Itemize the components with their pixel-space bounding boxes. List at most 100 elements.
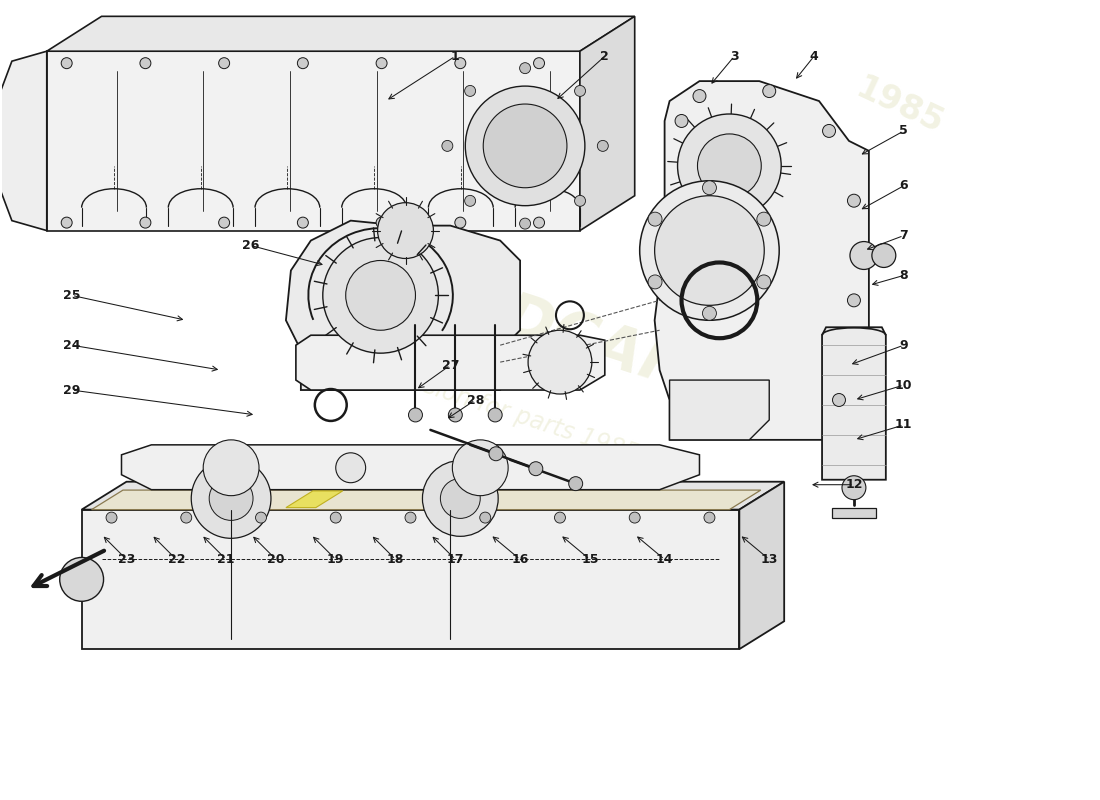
Circle shape	[440, 478, 481, 518]
Text: 12: 12	[845, 478, 862, 491]
Polygon shape	[832, 508, 876, 518]
Circle shape	[140, 217, 151, 228]
Polygon shape	[580, 16, 635, 230]
Text: 11: 11	[895, 418, 913, 431]
Circle shape	[847, 194, 860, 207]
Circle shape	[219, 58, 230, 69]
Circle shape	[405, 512, 416, 523]
Circle shape	[629, 512, 640, 523]
Text: 16: 16	[512, 553, 529, 566]
Circle shape	[376, 217, 387, 228]
Circle shape	[297, 58, 308, 69]
Circle shape	[452, 440, 508, 496]
Text: 10: 10	[895, 378, 913, 391]
Text: 23: 23	[118, 553, 135, 566]
Circle shape	[833, 394, 846, 406]
Text: 14: 14	[656, 553, 673, 566]
Text: 27: 27	[441, 358, 459, 372]
Circle shape	[757, 212, 771, 226]
Circle shape	[762, 85, 776, 98]
Text: 15: 15	[581, 553, 598, 566]
Circle shape	[850, 242, 878, 270]
Circle shape	[654, 196, 764, 306]
Circle shape	[872, 243, 895, 267]
Text: 2-USEDCARS: 2-USEDCARS	[304, 225, 737, 416]
Text: 20: 20	[267, 553, 285, 566]
Circle shape	[697, 134, 761, 198]
Text: 9: 9	[900, 338, 909, 352]
Circle shape	[62, 217, 73, 228]
Circle shape	[554, 512, 565, 523]
Circle shape	[59, 558, 103, 602]
Circle shape	[703, 306, 716, 320]
Circle shape	[704, 512, 715, 523]
Polygon shape	[81, 510, 739, 649]
Circle shape	[180, 512, 191, 523]
Text: 13: 13	[760, 553, 778, 566]
Text: 25: 25	[63, 289, 80, 302]
Circle shape	[640, 181, 779, 320]
Text: 28: 28	[466, 394, 484, 406]
Text: 21: 21	[218, 553, 235, 566]
Polygon shape	[121, 445, 700, 490]
Polygon shape	[654, 81, 869, 440]
Text: 6: 6	[900, 179, 909, 192]
Circle shape	[597, 141, 608, 151]
Text: a passion for parts 1985: a passion for parts 1985	[360, 354, 641, 466]
Circle shape	[330, 512, 341, 523]
Circle shape	[322, 238, 439, 353]
Text: 22: 22	[167, 553, 185, 566]
Circle shape	[757, 275, 771, 289]
Circle shape	[464, 195, 475, 206]
Circle shape	[480, 512, 491, 523]
Text: 3: 3	[730, 50, 739, 62]
Circle shape	[422, 461, 498, 536]
Circle shape	[204, 440, 258, 496]
Circle shape	[408, 408, 422, 422]
Circle shape	[449, 408, 462, 422]
Polygon shape	[286, 221, 520, 390]
Circle shape	[529, 462, 542, 476]
Polygon shape	[670, 380, 769, 440]
Circle shape	[376, 58, 387, 69]
Circle shape	[703, 181, 716, 194]
Circle shape	[648, 212, 662, 226]
Text: 19: 19	[327, 553, 344, 566]
Text: 1: 1	[451, 50, 460, 62]
Polygon shape	[91, 490, 761, 510]
Circle shape	[675, 114, 688, 127]
Circle shape	[488, 408, 503, 422]
Circle shape	[191, 458, 271, 538]
Circle shape	[62, 58, 73, 69]
Text: 7: 7	[900, 229, 909, 242]
Text: 5: 5	[900, 125, 909, 138]
Circle shape	[483, 104, 566, 188]
Circle shape	[519, 218, 530, 229]
Circle shape	[377, 202, 433, 258]
Circle shape	[847, 294, 860, 307]
Polygon shape	[47, 51, 580, 230]
Circle shape	[528, 330, 592, 394]
Circle shape	[464, 86, 475, 97]
Circle shape	[454, 58, 465, 69]
Text: 1985: 1985	[850, 71, 948, 140]
Polygon shape	[47, 16, 635, 51]
Polygon shape	[81, 482, 784, 510]
Circle shape	[823, 125, 836, 138]
Polygon shape	[296, 335, 605, 390]
Circle shape	[693, 90, 706, 102]
Circle shape	[519, 62, 530, 74]
Circle shape	[842, 476, 866, 500]
Circle shape	[574, 195, 585, 206]
Text: 24: 24	[63, 338, 80, 352]
Circle shape	[678, 114, 781, 218]
Text: 18: 18	[387, 553, 404, 566]
Circle shape	[534, 58, 544, 69]
Circle shape	[534, 217, 544, 228]
Circle shape	[454, 217, 465, 228]
Text: 29: 29	[63, 383, 80, 397]
Circle shape	[106, 512, 117, 523]
Circle shape	[219, 217, 230, 228]
Circle shape	[345, 261, 416, 330]
Circle shape	[574, 86, 585, 97]
